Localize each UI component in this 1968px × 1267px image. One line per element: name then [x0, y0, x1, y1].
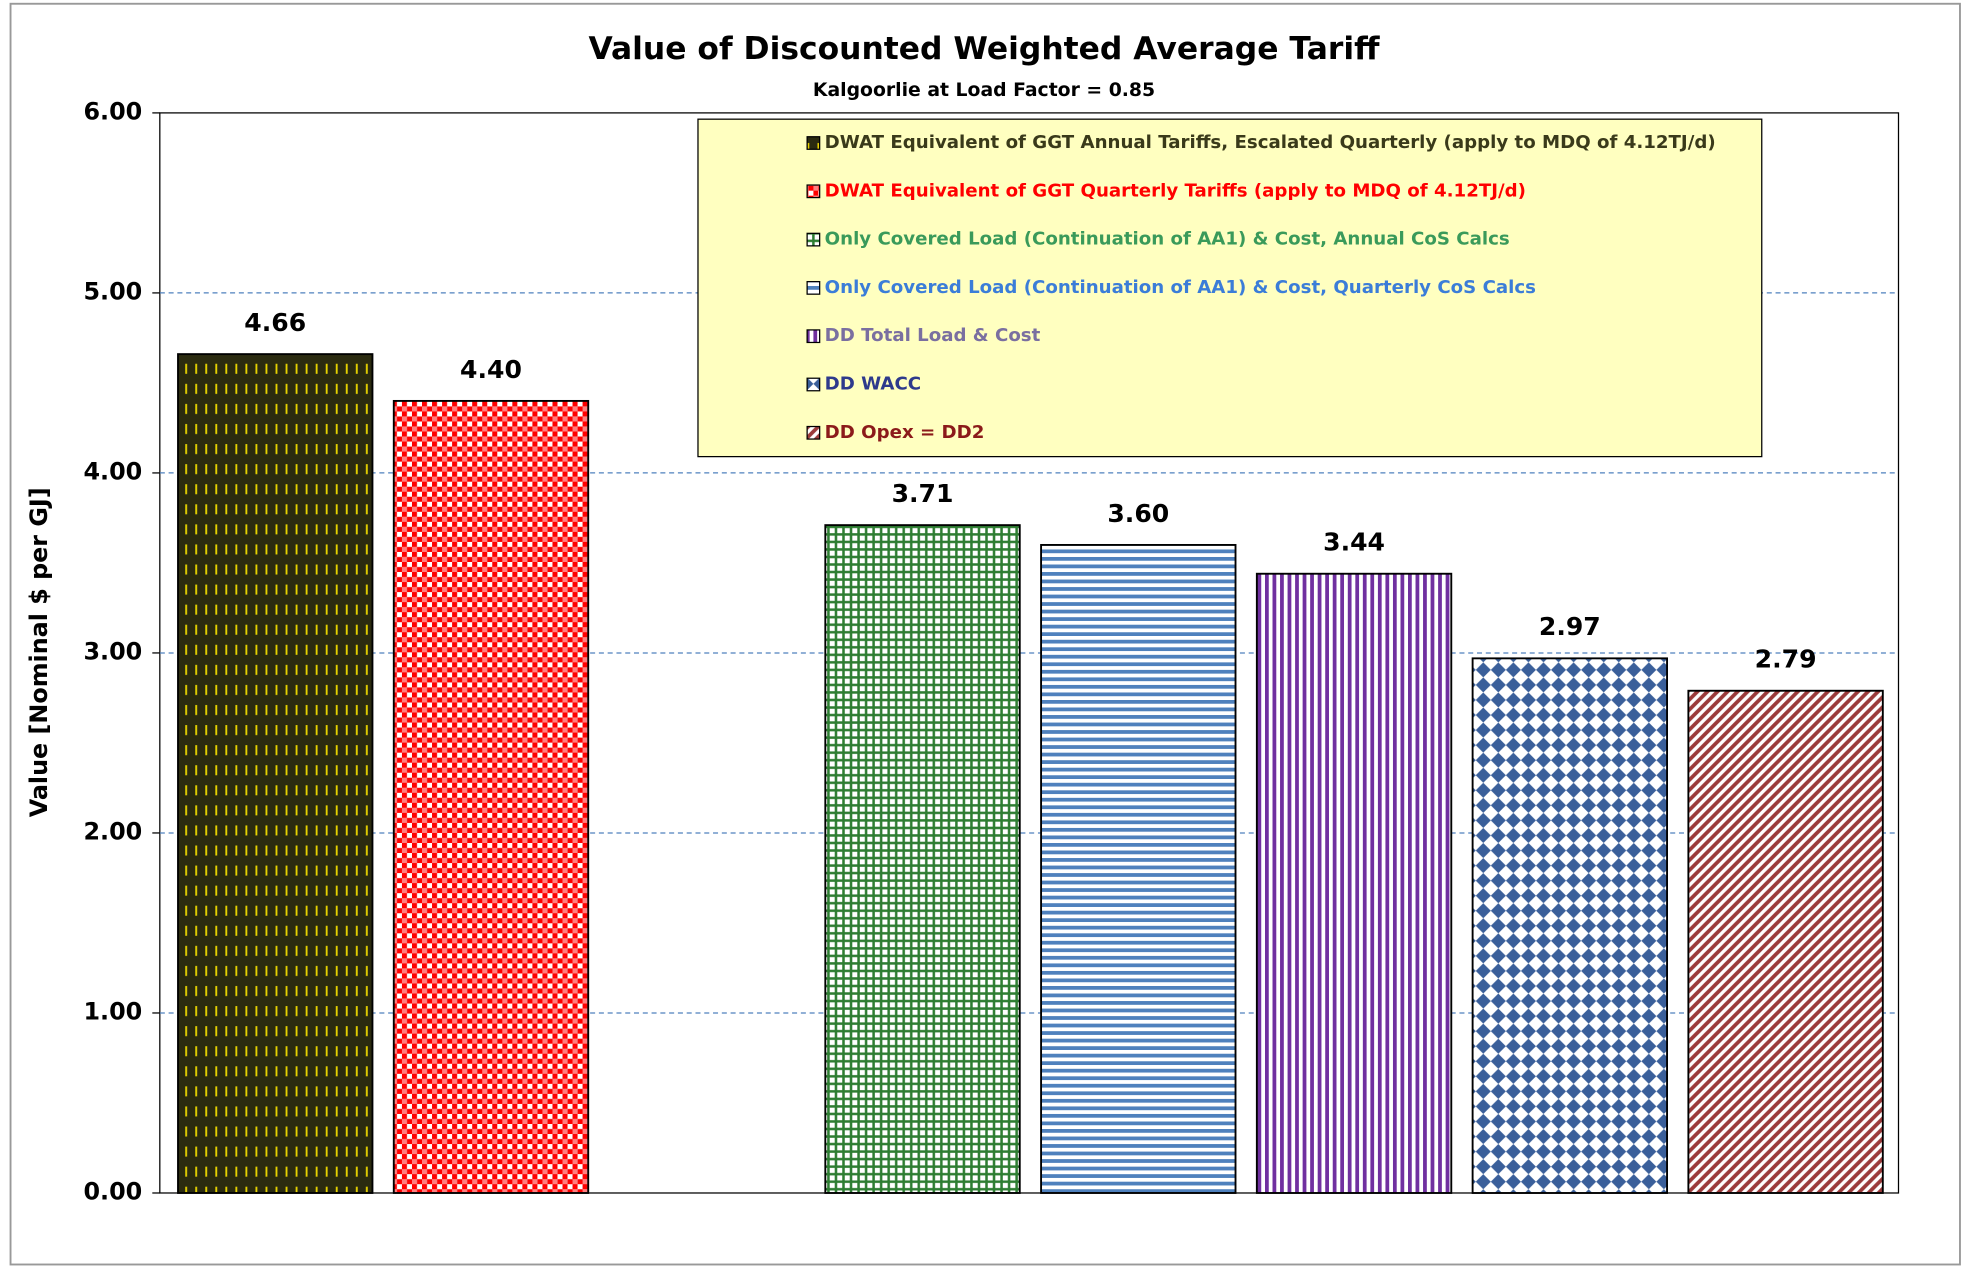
legend-label: DD Opex = DD2 [825, 422, 985, 443]
legend-swatch [806, 232, 821, 247]
bar [392, 399, 590, 1194]
legend-label: DD Total Load & Cost [825, 325, 1041, 346]
data-label: 2.97 [1539, 612, 1601, 641]
legend-swatch [806, 280, 821, 295]
chart-title: Value of Discounted Weighted Average Tar… [588, 31, 1380, 67]
bar [1040, 543, 1237, 1194]
data-label: 4.66 [244, 308, 306, 337]
chart-subtitle: Kalgoorlie at Load Factor = 0.85 [813, 80, 1155, 101]
y-axis-label: Value [Nominal $ per GJ] [25, 487, 53, 817]
bar [1471, 657, 1668, 1194]
legend-label: DWAT Equivalent of GGT Annual Tariffs, E… [825, 132, 1716, 153]
data-label: 3.71 [892, 479, 954, 508]
y-tick-label: 6.00 [83, 97, 142, 125]
legend [697, 118, 1763, 458]
legend-swatch [806, 184, 821, 199]
data-label: 3.60 [1107, 499, 1169, 528]
y-tick-label: 3.00 [83, 637, 142, 665]
data-label: 4.40 [460, 355, 522, 384]
legend-label: DD WACC [825, 373, 921, 394]
bar [1255, 572, 1453, 1194]
legend-label: DWAT Equivalent of GGT Quarterly Tariffs… [825, 180, 1526, 201]
legend-swatch [806, 136, 821, 150]
bar [1687, 689, 1884, 1194]
data-label: 2.79 [1755, 645, 1817, 674]
y-tick-label: 0.00 [83, 1177, 142, 1205]
y-tick-label: 2.00 [83, 817, 142, 845]
bar [824, 524, 1021, 1194]
legend-swatch [806, 377, 821, 392]
legend-swatch [806, 329, 821, 344]
y-tick-label: 4.00 [83, 457, 142, 485]
legend-swatch [806, 425, 821, 440]
data-label: 3.44 [1323, 528, 1385, 557]
y-tick-label: 1.00 [83, 997, 142, 1025]
y-tick-label: 5.00 [83, 277, 142, 305]
legend-label: Only Covered Load (Continuation of AA1) … [825, 229, 1510, 250]
bar [177, 353, 374, 1194]
legend-label: Only Covered Load (Continuation of AA1) … [825, 277, 1536, 298]
